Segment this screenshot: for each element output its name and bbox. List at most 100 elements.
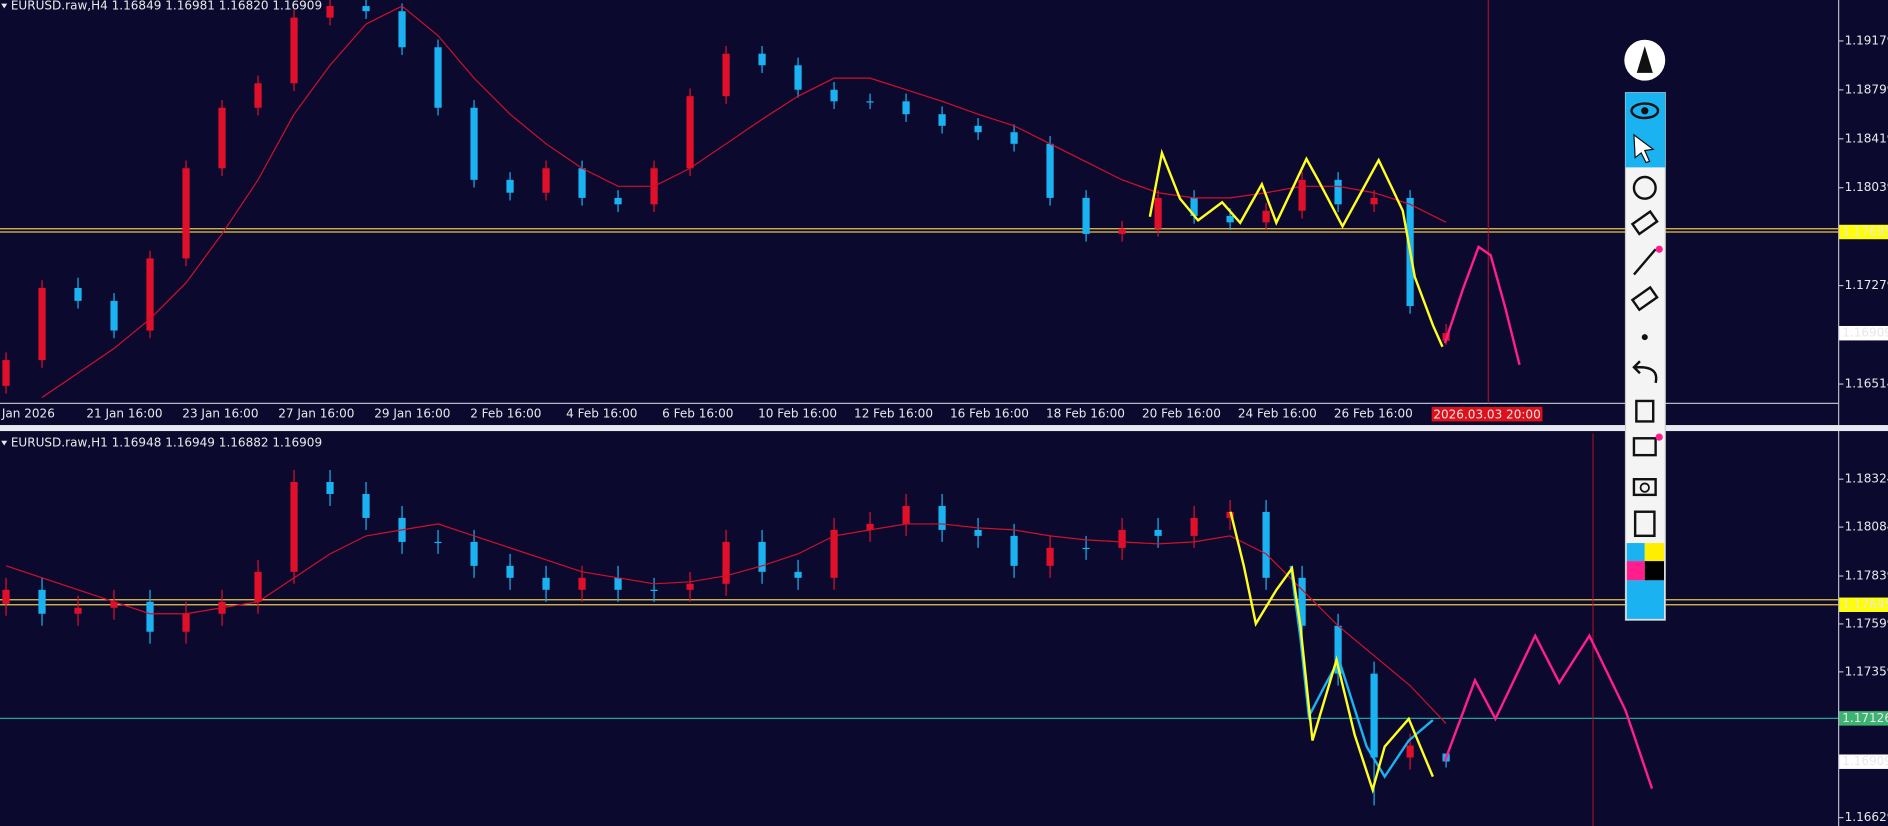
delete-button[interactable] <box>1635 399 1655 423</box>
eraser-button[interactable] <box>1630 209 1659 236</box>
price-panel: 1.18324 1.18084 1.17839 1.17599 1.17359 1.166… <box>0 470 1888 824</box>
candle-body <box>794 65 802 90</box>
candle-body <box>74 607 82 614</box>
time-label: 9 Jan 2026 <box>0 407 55 421</box>
eye-button[interactable] <box>1630 102 1660 120</box>
marker-button[interactable] <box>1630 285 1659 312</box>
candle-body <box>182 168 190 259</box>
indicator-dot <box>1655 245 1663 253</box>
wave-drawing[interactable] <box>1229 511 1434 795</box>
time-label: 24 Feb 16:00 <box>1238 407 1317 421</box>
price-tick-label: 1.17839 <box>1845 569 1888 583</box>
candle-body <box>1010 535 1018 566</box>
candle-body <box>830 89 838 102</box>
time-label: 18 Feb 16:00 <box>1046 407 1125 421</box>
time-label: 4 Feb 16:00 <box>566 407 637 421</box>
candle-body <box>1334 179 1342 205</box>
candle-body <box>110 601 118 608</box>
candle-body <box>1226 511 1234 518</box>
candle-body <box>254 571 262 602</box>
candle-body <box>902 101 910 115</box>
price-tick-label: 1.19179 <box>1845 33 1888 47</box>
candle-body <box>326 6 334 18</box>
candle-body <box>902 505 910 524</box>
camera-button[interactable] <box>1632 478 1657 497</box>
undo-button[interactable] <box>1632 360 1658 384</box>
candle-body <box>1118 228 1126 234</box>
candle-body <box>506 179 514 193</box>
candle-body <box>758 53 766 66</box>
candle-body <box>866 523 874 530</box>
time-label: 20 Feb 16:00 <box>1142 407 1221 421</box>
candle-body <box>2 360 10 386</box>
dot-button[interactable] <box>1641 334 1648 341</box>
price-tick-label: 1.18324 <box>1845 472 1888 486</box>
candle-body <box>1370 673 1378 758</box>
candle-body <box>1046 143 1054 198</box>
candle-body <box>758 541 766 572</box>
candle-body <box>434 541 442 544</box>
candle-body <box>1154 197 1162 229</box>
candle-body <box>38 288 46 361</box>
panel-header: EURUSD.raw,H4 1.16849 1.16981 1.16820 1.… <box>11 0 322 13</box>
clipboard-button[interactable] <box>1633 510 1656 538</box>
candle-body <box>542 577 550 590</box>
color-swatch[interactable] <box>1626 543 1645 562</box>
collapse-arrow[interactable] <box>1 440 8 446</box>
candle-body <box>2 589 10 604</box>
forecast-drawing[interactable] <box>1443 244 1521 366</box>
moving-average <box>5 523 1447 724</box>
price-tick-label: 1.16629 <box>1845 810 1888 824</box>
current-color[interactable] <box>1626 580 1665 619</box>
tool-button[interactable] <box>1632 175 1657 200</box>
collapse-arrow[interactable] <box>1 3 8 9</box>
cursor-button[interactable] <box>1633 133 1655 164</box>
candle-body <box>938 505 946 530</box>
candle-body <box>1262 210 1270 223</box>
price-tick-label: 1.18039 <box>1845 180 1888 194</box>
candle-body <box>974 529 982 536</box>
candle-body <box>722 541 730 584</box>
candle-body <box>1046 547 1054 566</box>
candle-body <box>506 565 514 578</box>
candle-body <box>686 96 694 169</box>
price-tag <box>1838 325 1888 341</box>
line-button[interactable] <box>1633 248 1657 276</box>
candle-body <box>470 107 478 180</box>
price-tag-label: 1.17695 <box>1842 597 1888 611</box>
color-swatch[interactable] <box>1644 561 1665 581</box>
time-label: 10 Feb 16:00 <box>758 407 837 421</box>
color-swatch[interactable] <box>1626 561 1645 581</box>
candle-body <box>974 125 982 133</box>
panel-separator <box>0 425 1888 432</box>
time-marker-tag <box>1431 406 1543 422</box>
price-tick-label: 1.18419 <box>1845 131 1888 145</box>
candle-body <box>686 583 694 590</box>
forecast-drawing[interactable] <box>1443 633 1654 790</box>
time-label: 23 Jan 16:00 <box>182 407 258 421</box>
price-tick-label: 1.16514 <box>1845 377 1888 391</box>
candle-body <box>362 493 370 518</box>
price-tick-label: 1.17359 <box>1845 664 1888 678</box>
candle-body <box>398 11 406 48</box>
panel-header: EURUSD.raw,H1 1.16948 1.16949 1.16882 1.… <box>11 436 322 450</box>
template-button[interactable] <box>1632 437 1657 457</box>
candle-body <box>74 288 82 301</box>
time-label: 16 Feb 16:00 <box>950 407 1029 421</box>
candle-body <box>1010 132 1018 144</box>
wave-drawing[interactable] <box>1148 148 1444 348</box>
candle-body <box>1370 197 1378 205</box>
candle-body <box>146 258 154 331</box>
candle-body <box>1226 215 1234 223</box>
pen-icon <box>1636 46 1653 73</box>
price-tag-label: 1.17695 <box>1842 225 1888 239</box>
candle-body <box>38 589 46 614</box>
time-marker-label: 2026.03.03 20:00 <box>1433 407 1540 421</box>
time-label: 21 Jan 16:00 <box>86 407 162 421</box>
color-swatch[interactable] <box>1644 543 1665 562</box>
price-tick-label: 1.17279 <box>1845 278 1888 292</box>
time-label: 27 Jan 16:00 <box>278 407 354 421</box>
